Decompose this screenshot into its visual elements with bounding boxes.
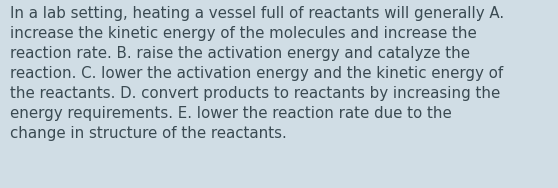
Text: In a lab setting, heating a vessel full of reactants will generally A.
increase : In a lab setting, heating a vessel full … xyxy=(10,6,504,141)
